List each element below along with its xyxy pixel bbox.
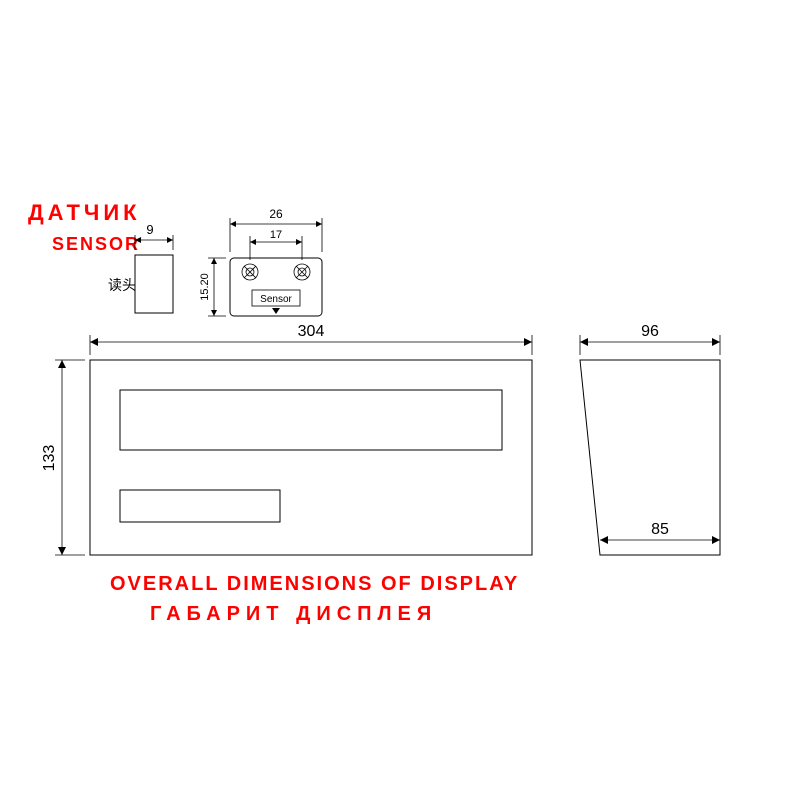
display-side: 96 85 xyxy=(580,323,720,555)
display-title-ru: ГАБАРИТ ДИСПЛЕЯ xyxy=(150,603,437,625)
display-title-en: OVERALL DIMENSIONS OF DISPLAY xyxy=(110,573,519,595)
read-head-width-label: 9 xyxy=(146,222,153,237)
sensor-title-ru: ДАТЧИК xyxy=(28,200,141,225)
display-depth-bottom: 85 xyxy=(651,521,669,538)
technical-drawing: ДАТЧИК SENSOR 9 读头 Sensor xyxy=(0,0,800,800)
read-head-cn-label: 读头 xyxy=(108,277,136,293)
display-width: 304 xyxy=(298,323,325,340)
sensor-module-label: Sensor xyxy=(260,294,292,305)
sensor-width-inner: 17 xyxy=(270,229,282,241)
display-front: 304 133 xyxy=(41,323,532,555)
sensor-title-en: SENSOR xyxy=(52,234,140,254)
display-depth-top: 96 xyxy=(641,323,659,340)
sensor-width-outer: 26 xyxy=(269,207,283,221)
sensor-height: 15.20 xyxy=(199,273,211,301)
sensor-module: Sensor 26 17 15.20 xyxy=(199,207,322,316)
display-height: 133 xyxy=(41,445,58,472)
